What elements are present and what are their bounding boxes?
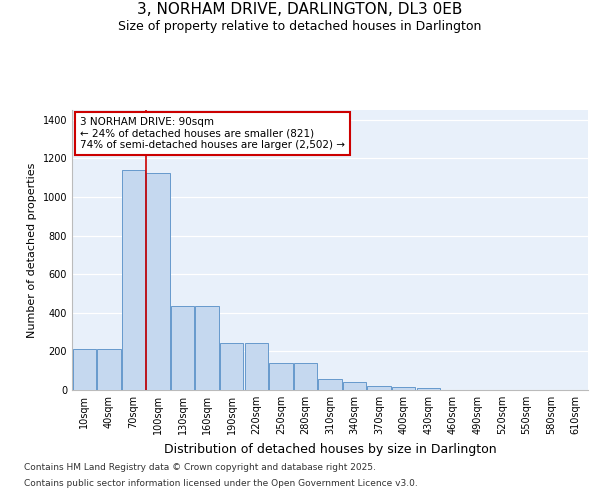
Bar — [245, 343, 268, 390]
Bar — [220, 342, 244, 390]
Text: 3 NORHAM DRIVE: 90sqm
← 24% of detached houses are smaller (821)
74% of semi-det: 3 NORHAM DRIVE: 90sqm ← 24% of detached … — [80, 117, 345, 150]
Text: 3, NORHAM DRIVE, DARLINGTON, DL3 0EB: 3, NORHAM DRIVE, DARLINGTON, DL3 0EB — [137, 2, 463, 18]
Bar — [269, 363, 293, 390]
Bar — [319, 379, 341, 390]
Bar — [416, 388, 440, 390]
Bar — [294, 363, 317, 390]
Text: Distribution of detached houses by size in Darlington: Distribution of detached houses by size … — [164, 442, 496, 456]
Bar — [146, 173, 170, 390]
Text: Size of property relative to detached houses in Darlington: Size of property relative to detached ho… — [118, 20, 482, 33]
Text: Contains HM Land Registry data © Crown copyright and database right 2025.: Contains HM Land Registry data © Crown c… — [24, 464, 376, 472]
Bar — [122, 170, 145, 390]
Text: Contains public sector information licensed under the Open Government Licence v3: Contains public sector information licen… — [24, 478, 418, 488]
Bar — [171, 306, 194, 390]
Y-axis label: Number of detached properties: Number of detached properties — [27, 162, 37, 338]
Bar — [73, 350, 96, 390]
Bar — [97, 350, 121, 390]
Bar — [392, 387, 415, 390]
Bar — [196, 306, 219, 390]
Bar — [343, 382, 366, 390]
Bar — [367, 386, 391, 390]
